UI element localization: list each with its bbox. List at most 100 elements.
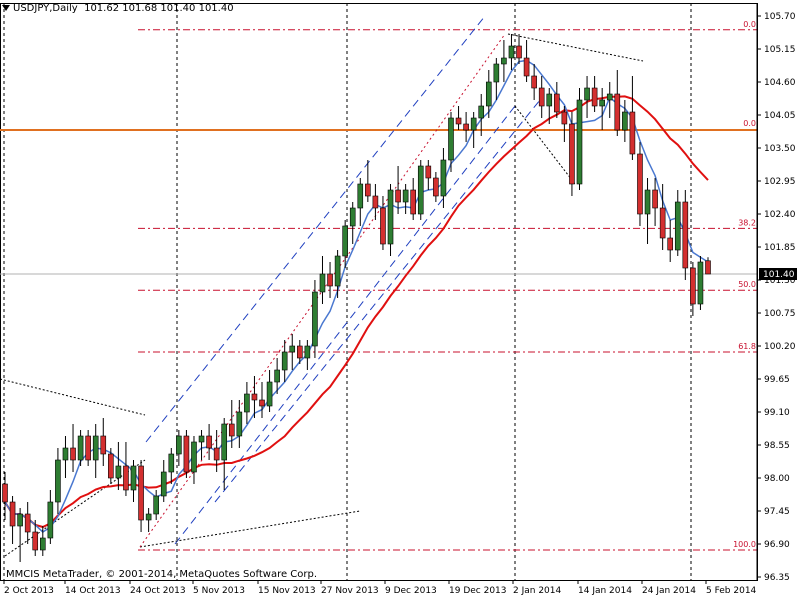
x-tick-label: 5 Nov 2013	[193, 586, 245, 596]
candle-body	[440, 159, 447, 197]
current-price-box	[759, 268, 797, 280]
candle-body	[599, 99, 605, 107]
candle-body	[327, 273, 333, 287]
candle-body	[32, 531, 39, 551]
y-tick-label: 98.55	[764, 441, 790, 451]
candle-body	[62, 447, 69, 461]
slow-moving-average	[4, 95, 709, 529]
candle-body	[357, 183, 364, 209]
candle-body	[342, 225, 348, 257]
y-tick-label: 105.15	[764, 45, 796, 55]
candle-body	[410, 189, 416, 215]
candle-body	[160, 471, 167, 497]
y-tick-label: 97.45	[764, 507, 790, 517]
candle-body	[478, 105, 485, 119]
candle-body	[508, 45, 515, 59]
channel-line	[214, 99, 541, 503]
x-tick-label: 24 Oct 2013	[130, 586, 186, 596]
candle-body	[380, 207, 386, 245]
x-tick-label: 9 Dec 2013	[385, 586, 437, 596]
y-tick-label: 99.65	[764, 375, 790, 385]
candle-body	[85, 435, 91, 461]
candle-body	[168, 453, 175, 473]
candle-body	[546, 93, 553, 107]
candle-body	[425, 165, 432, 179]
candle-body	[569, 123, 575, 185]
plot-frame	[0, 3, 758, 581]
fast-moving-average	[4, 59, 709, 533]
candle-body	[2, 483, 8, 503]
candle-body	[463, 123, 469, 131]
candle-body	[606, 93, 613, 101]
candle-body	[77, 435, 84, 461]
candle-body	[138, 465, 144, 521]
candle-body	[236, 411, 243, 437]
candle-body	[455, 117, 462, 125]
candle-body	[206, 435, 212, 449]
candle-body	[281, 351, 288, 371]
candle-body	[501, 57, 507, 65]
candle-body	[667, 237, 674, 251]
candle-body	[591, 87, 598, 107]
candle-body	[304, 345, 311, 359]
copyright-text: MMCIS MetaTrader, © 2001-2014, MetaQuote…	[6, 569, 318, 580]
candle-body	[433, 177, 439, 197]
candle-body	[312, 291, 318, 347]
candle-body	[674, 201, 681, 251]
candle-body	[705, 260, 711, 275]
candle-body	[629, 111, 636, 155]
triangle-down-icon	[2, 5, 10, 11]
candle-body	[395, 189, 401, 203]
candle-body	[576, 99, 583, 185]
x-tick-label: 14 Jan 2014	[578, 586, 632, 596]
y-tick-label: 98.00	[764, 474, 790, 484]
candle-body	[485, 81, 492, 107]
x-tick-label: 5 Feb 2014	[706, 586, 757, 596]
candle-body	[115, 465, 122, 479]
y-tick-label: 101.30	[764, 276, 796, 286]
candle-body	[531, 75, 537, 89]
fib-level-label: 61.8	[738, 342, 756, 351]
y-tick-label: 105.70	[764, 12, 796, 22]
candle-body	[24, 513, 31, 533]
candle-body	[17, 513, 23, 527]
y-tick-label: 99.10	[764, 408, 790, 418]
fan-level-label: 0.0	[743, 119, 756, 128]
candle-body	[448, 117, 454, 161]
x-tick-label: 24 Jan 2014	[642, 586, 696, 596]
candle-body	[652, 189, 658, 209]
y-tick-label: 102.40	[764, 210, 796, 220]
candle-body	[493, 63, 500, 83]
candle-body	[92, 435, 99, 461]
candle-body	[614, 93, 621, 131]
candle-body	[70, 447, 76, 461]
candle-body	[274, 369, 280, 383]
candle-body	[47, 501, 54, 539]
candle-body	[523, 57, 530, 77]
candle-body	[183, 435, 190, 473]
candle-body	[9, 501, 16, 527]
candle-body	[538, 87, 545, 107]
x-tick-label: 14 Oct 2013	[65, 586, 121, 596]
y-tick-label: 103.50	[764, 144, 796, 154]
y-tick-label: 104.60	[764, 78, 796, 88]
candle-body	[259, 399, 265, 407]
candle-body	[266, 381, 273, 407]
y-tick-label: 100.20	[764, 342, 796, 352]
candle-body	[297, 345, 303, 359]
trend-line	[0, 378, 146, 416]
candle-body	[690, 267, 696, 305]
candle-body	[176, 435, 182, 455]
candle-body	[108, 453, 114, 479]
candle-body	[228, 423, 235, 437]
candle-body	[244, 393, 250, 413]
candle-body	[349, 207, 356, 227]
x-tick-label: 2 Jan 2014	[513, 586, 561, 596]
candle-body	[644, 189, 651, 215]
candle-body	[365, 183, 371, 197]
candle-body	[584, 87, 590, 101]
candle-body	[682, 201, 689, 269]
candle-body	[516, 45, 522, 59]
